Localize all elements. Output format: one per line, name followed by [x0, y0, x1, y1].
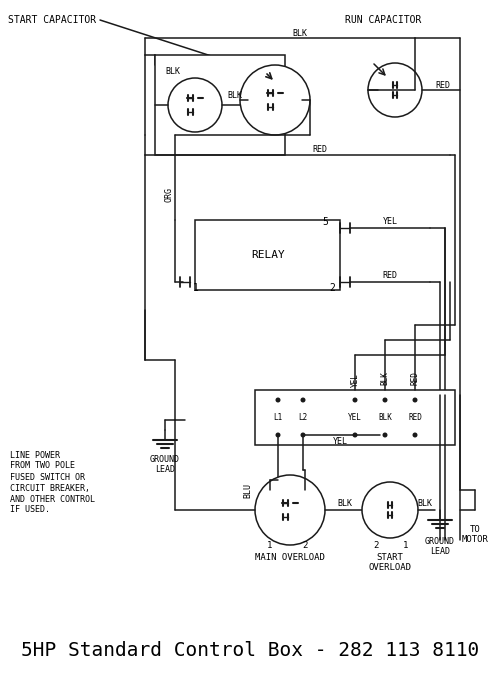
- Text: 2: 2: [302, 541, 308, 549]
- Text: BLK: BLK: [292, 29, 308, 38]
- Text: 5HP Standard Control Box - 282 113 8110: 5HP Standard Control Box - 282 113 8110: [21, 641, 479, 659]
- Text: BLK: BLK: [378, 414, 392, 423]
- Text: FUSED SWITCH OR: FUSED SWITCH OR: [10, 473, 85, 482]
- Text: AND OTHER CONTROL: AND OTHER CONTROL: [10, 495, 95, 504]
- Text: FROM TWO POLE: FROM TWO POLE: [10, 462, 75, 471]
- Text: GROUND: GROUND: [425, 538, 455, 547]
- Text: LINE POWER: LINE POWER: [10, 451, 60, 460]
- Circle shape: [240, 65, 310, 135]
- Circle shape: [276, 432, 280, 438]
- Text: YEL: YEL: [348, 414, 362, 423]
- Text: LEAD: LEAD: [155, 466, 175, 475]
- Text: 1: 1: [404, 541, 408, 549]
- Text: L2: L2: [298, 414, 308, 423]
- Circle shape: [352, 432, 358, 438]
- Circle shape: [412, 397, 418, 403]
- Text: ORG: ORG: [164, 187, 173, 202]
- Bar: [155, 55, 285, 155]
- Text: 2: 2: [329, 283, 335, 293]
- Text: BLK: BLK: [380, 371, 390, 385]
- Text: BLK: BLK: [418, 499, 432, 508]
- Text: MAIN OVERLOAD: MAIN OVERLOAD: [255, 554, 325, 563]
- Text: RUN CAPACITOR: RUN CAPACITOR: [345, 15, 422, 25]
- Circle shape: [362, 482, 418, 538]
- Circle shape: [382, 432, 388, 438]
- Text: RED: RED: [410, 371, 420, 385]
- Text: YEL: YEL: [350, 373, 360, 387]
- Text: RELAY: RELAY: [251, 250, 285, 260]
- Text: YEL: YEL: [332, 438, 347, 447]
- Text: TO: TO: [470, 525, 480, 534]
- Circle shape: [382, 397, 388, 403]
- Text: CIRCUIT BREAKER,: CIRCUIT BREAKER,: [10, 484, 90, 493]
- Circle shape: [168, 78, 222, 132]
- Circle shape: [300, 432, 306, 438]
- Text: GROUND: GROUND: [150, 456, 180, 464]
- Circle shape: [300, 397, 306, 403]
- Text: LEAD: LEAD: [430, 547, 450, 556]
- Text: RED: RED: [312, 145, 328, 154]
- Text: BLU: BLU: [244, 482, 252, 497]
- Circle shape: [255, 475, 325, 545]
- Text: 5: 5: [322, 217, 328, 227]
- Text: START: START: [376, 554, 404, 563]
- Bar: [195, 220, 340, 290]
- Text: RED: RED: [435, 82, 450, 91]
- Text: 2: 2: [374, 541, 378, 549]
- Text: RED: RED: [382, 272, 398, 281]
- Text: IF USED.: IF USED.: [10, 506, 50, 514]
- Text: RED: RED: [408, 414, 422, 423]
- Text: MOTOR: MOTOR: [462, 536, 488, 545]
- Text: START CAPACITOR: START CAPACITOR: [8, 15, 96, 25]
- Text: L1: L1: [274, 414, 282, 423]
- Text: 1: 1: [193, 283, 199, 293]
- Circle shape: [368, 63, 422, 117]
- Text: OVERLOAD: OVERLOAD: [368, 563, 412, 571]
- Bar: [255, 390, 455, 445]
- Circle shape: [352, 397, 358, 403]
- Circle shape: [412, 432, 418, 438]
- Text: BLK: BLK: [165, 67, 180, 77]
- Text: YEL: YEL: [382, 217, 398, 226]
- Text: BLK: BLK: [338, 499, 352, 508]
- Circle shape: [276, 397, 280, 403]
- Text: BLK: BLK: [228, 91, 242, 101]
- Text: 1: 1: [268, 541, 272, 549]
